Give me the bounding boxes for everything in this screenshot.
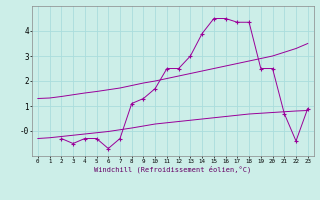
X-axis label: Windchill (Refroidissement éolien,°C): Windchill (Refroidissement éolien,°C): [94, 166, 252, 173]
